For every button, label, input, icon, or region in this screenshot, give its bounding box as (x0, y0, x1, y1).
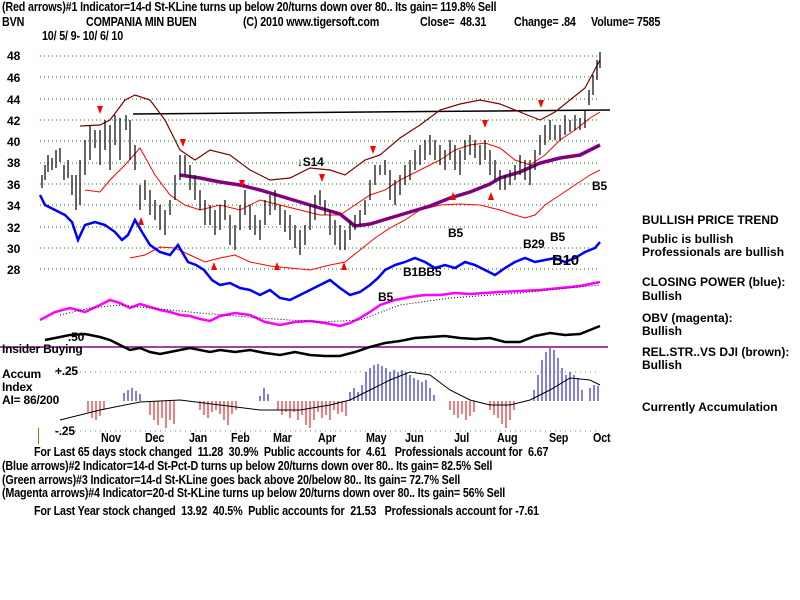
y-tick: 44 (7, 93, 21, 107)
footer-green-arrows: (Green arrows)#3 Indicator=14-d St-KLine… (2, 473, 461, 487)
lower-band (129, 169, 601, 271)
x-tick: Feb (231, 431, 250, 445)
close-value: Close= 48.31 (420, 15, 487, 29)
change-value: Change= .84 (514, 15, 576, 29)
ticker: BVN (2, 15, 25, 29)
y-tick: 32 (7, 221, 21, 235)
mid-band (84, 111, 601, 216)
y-tick: 34 (7, 199, 21, 213)
footer-last-year: For Last Year stock changed 13.92 40.5% … (34, 504, 539, 518)
moving-average (179, 143, 601, 228)
closing-power-value: Bullish (642, 289, 683, 303)
accumulation-histogram (59, 348, 601, 428)
y-tick: 42 (7, 114, 21, 128)
y-tick: 30 (7, 242, 21, 256)
y-tick: 48 (7, 49, 21, 63)
rel-strength-title: REL.STR..VS DJI (brown): (642, 345, 790, 359)
price-bars (41, 52, 601, 255)
x-tick: Mar (273, 431, 292, 445)
signal-s14: ↓S14 (297, 155, 324, 169)
signal-b10: B10 (552, 252, 579, 269)
signal-b5: B5 (378, 290, 393, 304)
x-tick: Jan (189, 431, 208, 445)
volume-value: Volume= 7585 (591, 15, 661, 29)
signal-b5: B5 (448, 226, 463, 240)
resistance-line (132, 109, 611, 115)
header-indicator-red: (Red arrows)#1 Indicator=14-d St-KLine t… (2, 0, 497, 14)
buy-arrows-red (138, 192, 494, 270)
y-tick: 40 (7, 135, 21, 149)
public-status: Public is bullish (642, 232, 734, 246)
professionals-status: Professionals are bullish (642, 245, 785, 259)
closing-power-title: CLOSING POWER (blue): (642, 275, 786, 289)
upper-band (79, 59, 601, 181)
signal-b29: B29 (523, 237, 545, 251)
footer-blue-arrows: (Blue arrows)#2 Indicator=14-d St-Pct-D … (2, 459, 493, 473)
x-tick: Jun (405, 431, 424, 445)
accum-label: Accum (2, 367, 42, 381)
copyright: (C) 2010 www.tigersoft.com (243, 15, 380, 29)
x-tick: Aug (497, 431, 518, 445)
footer-magenta-arrows: (Magenta arrows)#4 Indicator=20-d St-KLi… (2, 486, 506, 500)
y-tick: 46 (7, 71, 21, 85)
y-tick: 38 (7, 156, 21, 170)
x-tick: May (366, 431, 387, 445)
x-tick: Nov (101, 431, 121, 445)
footer-last-65-days: For Last 65 days stock changed 11.28 30.… (34, 445, 549, 459)
x-tick: Sep (549, 431, 569, 445)
date-range: 10/ 5/ 9- 10/ 6/ 10 (42, 29, 124, 43)
sell-arrows-red (97, 100, 544, 188)
obv-ma (59, 284, 601, 323)
closing-power-line (38, 194, 601, 302)
company-name: COMPANIA MIN BUEN (86, 15, 197, 29)
index-label: Index (2, 380, 33, 394)
accum-top: +.25 (55, 364, 78, 378)
x-tick: Apr (318, 431, 337, 445)
x-tick: Jul (454, 431, 470, 445)
obv-line (39, 280, 601, 328)
x-tick: Dec (145, 431, 165, 445)
obv-title: OBV (magenta): (642, 311, 733, 325)
insider-buying-label: Insider Buying (2, 342, 83, 356)
signal-b1bb5: B1BB5 (403, 265, 442, 279)
accum-ma (59, 371, 601, 421)
trend-title: BULLISH PRICE TREND (642, 213, 779, 227)
y-tick: 28 (7, 263, 21, 277)
accumulation-status: Currently Accumulation (642, 400, 778, 414)
rel-strength-line (44, 324, 601, 358)
cursor-marker (38, 428, 39, 444)
obv-value: Bullish (642, 324, 683, 338)
accum-bottom: -.25 (55, 424, 75, 438)
signal-b5: B5 (592, 179, 607, 193)
ai-value: AI= 86/200 (2, 393, 60, 407)
signal-b5: B5 (550, 230, 565, 244)
x-tick: Oct (593, 431, 611, 445)
y-tick: 36 (7, 178, 21, 192)
rel-strength-value: Bullish (642, 358, 683, 372)
insider-level: .50 (68, 330, 85, 344)
